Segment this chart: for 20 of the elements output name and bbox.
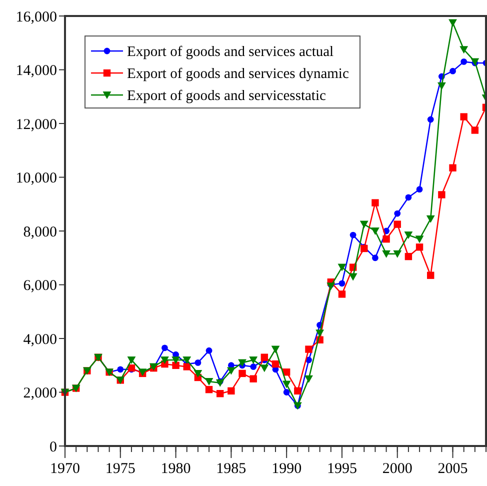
y-tick-label: 2,000: [23, 386, 57, 402]
y-tick-label: 16,000: [16, 9, 57, 26]
y-tick-label: 0: [50, 439, 57, 456]
x-tick-label: 1970: [50, 461, 80, 477]
x-tick-label: 1995: [326, 461, 357, 477]
x-tick-label: 1990: [272, 461, 302, 477]
legend-label: Export of goods and services actual: [127, 44, 334, 60]
y-tick-label: 8,000: [23, 224, 57, 240]
legend-label: Export of goods and services dynamic: [127, 66, 349, 82]
y-tick-label: 10,000: [16, 170, 57, 186]
y-tick-label: 4,000: [23, 332, 57, 348]
x-tick-label: 1985: [216, 461, 246, 477]
x-tick-label: 2005: [438, 461, 468, 477]
y-tick-label: 12,000: [16, 116, 57, 133]
y-tick-label: 6,000: [23, 278, 57, 294]
x-tick-label: 1975: [105, 461, 136, 477]
legend-label: Export of goods and servicesstatic: [127, 88, 326, 104]
y-tick-label: 14,000: [16, 63, 57, 79]
x-tick-label: 1980: [160, 461, 191, 477]
x-tick-label: 2000: [382, 461, 412, 477]
